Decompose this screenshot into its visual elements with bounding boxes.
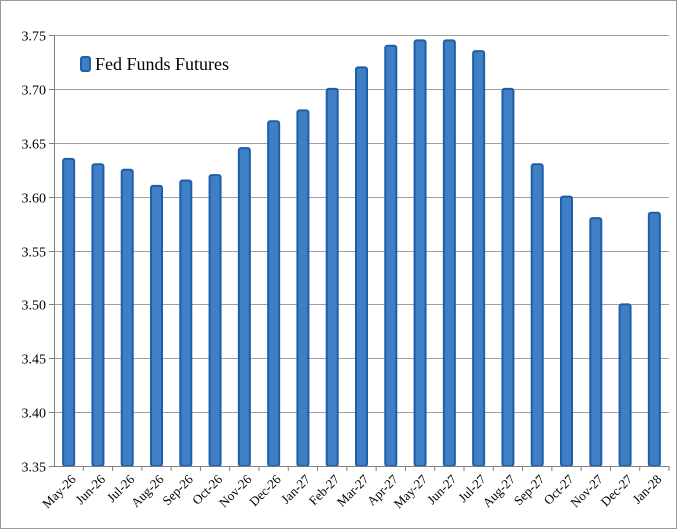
x-tick-label-Dec-27: Dec-27 [598, 471, 636, 509]
y-tick-label-7: 3.70 [22, 84, 47, 99]
y-tick-label-1: 3.40 [22, 407, 47, 422]
x-tick-label-May-27: May-27 [390, 471, 430, 511]
bar-Apr-27 [384, 44, 398, 468]
bar-Jan-28 [647, 211, 661, 467]
x-tick-label-May-26: May-26 [39, 471, 79, 511]
x-tick-label-Aug-27: Aug-27 [479, 471, 518, 510]
x-tick-label-Sep-27: Sep-27 [511, 471, 548, 508]
y-tick-label-0: 3.35 [22, 461, 47, 476]
bar-Jul-26 [120, 168, 134, 467]
bar-May-27 [413, 39, 427, 467]
x-tick-label-Sep-26: Sep-26 [159, 471, 196, 508]
x-tick-label-Mar-27: Mar-27 [334, 471, 372, 509]
x-tick-label-Jan-28: Jan-28 [629, 472, 664, 507]
x-tick-label-Jun-27: Jun-27 [424, 471, 460, 507]
bar-Feb-27 [325, 87, 339, 467]
bar-Aug-27 [501, 87, 515, 467]
bar-Dec-27 [618, 303, 632, 467]
legend-label: Fed Funds Futures [95, 54, 229, 74]
bar-Nov-27 [589, 217, 603, 467]
y-tick-label-8: 3.75 [22, 30, 47, 45]
bar-Jun-26 [91, 163, 105, 468]
bar-Sep-26 [179, 179, 193, 467]
bar-Mar-27 [355, 66, 368, 467]
x-tick-label-Dec-26: Dec-26 [246, 471, 284, 509]
y-tick-label-5: 3.60 [22, 192, 47, 207]
y-tick-label-3: 3.50 [22, 299, 47, 314]
y-tick-label-2: 3.45 [22, 353, 47, 368]
bar-May-26 [62, 157, 76, 467]
x-tick-label-Nov-26: Nov-26 [216, 471, 255, 510]
axes [49, 35, 670, 471]
legend: Fed Funds Futures [80, 54, 229, 74]
legend-swatch [80, 56, 91, 72]
bar-Oct-27 [560, 195, 573, 467]
x-tick-label-Nov-27: Nov-27 [567, 471, 606, 510]
bar-Jan-27 [296, 109, 310, 468]
bar-Dec-26 [267, 120, 281, 467]
x-tick-label-Jun-26: Jun-26 [72, 471, 108, 507]
bar-Nov-26 [237, 147, 251, 467]
bar-Jul-27 [472, 50, 486, 467]
bars [62, 39, 661, 468]
bar-Sep-27 [530, 163, 544, 468]
y-tick-label-6: 3.65 [22, 138, 47, 153]
x-tick-labels: May-26Jun-26Jul-26Aug-26Sep-26Oct-26Nov-… [39, 471, 664, 511]
bar-Jun-27 [442, 39, 456, 467]
bar-Oct-26 [208, 174, 222, 467]
y-tick-labels: 3.35 3.40 3.45 3.50 3.55 3.60 3.65 3.70 3.75 [22, 30, 47, 476]
x-tick-label-Aug-26: Aug-26 [128, 471, 167, 510]
bar-Aug-26 [150, 184, 163, 467]
y-tick-label-4: 3.55 [22, 246, 47, 261]
